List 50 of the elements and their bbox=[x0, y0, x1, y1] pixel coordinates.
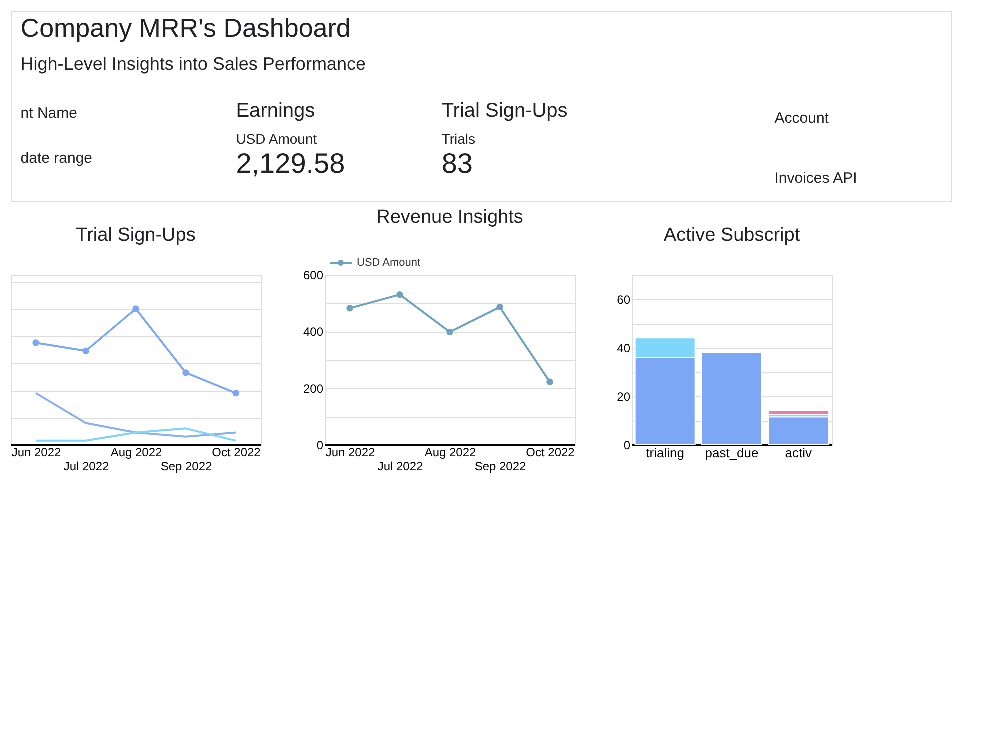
point bbox=[546, 378, 554, 386]
y-tick-label: 20 bbox=[617, 390, 631, 404]
x-tick-label: Jul 2022 bbox=[378, 460, 424, 474]
text: 83 bbox=[442, 148, 473, 179]
x-tick-label: Aug 2022 bbox=[110, 446, 163, 460]
text: USD Amount bbox=[236, 131, 318, 147]
x-tick-label: Sep 2022 bbox=[474, 460, 527, 474]
x-tick-label: Jun 2022 bbox=[12, 446, 62, 460]
chart-title: Active Subscript bbox=[664, 225, 801, 246]
chart-title: Revenue Insights bbox=[376, 207, 524, 228]
y-tick-label: 60 bbox=[617, 292, 631, 307]
point bbox=[446, 328, 454, 336]
text: date range bbox=[20, 150, 93, 167]
x-tick-label: past_due bbox=[705, 446, 759, 460]
text: High-Level Insights into Sales Performance bbox=[20, 54, 366, 74]
y-tick-label: 0 bbox=[316, 438, 324, 452]
y-tick-label: 40 bbox=[617, 341, 631, 356]
point bbox=[32, 340, 40, 346]
x-tick-label: Jun 2022 bbox=[326, 446, 376, 460]
y-tick-label: 600 bbox=[303, 268, 324, 282]
point bbox=[82, 348, 90, 355]
y-tick-label: 200 bbox=[303, 382, 324, 396]
bar bbox=[768, 410, 830, 416]
x-tick-label: Aug 2022 bbox=[424, 446, 477, 460]
text: Trials bbox=[442, 131, 476, 147]
text: Company MRR's Dashboard bbox=[20, 13, 351, 43]
text: Invoices API bbox=[774, 170, 858, 187]
x-tick-label: Jul 2022 bbox=[64, 460, 110, 474]
x-tick-label: Oct 2022 bbox=[212, 446, 262, 460]
point bbox=[182, 370, 190, 376]
point bbox=[132, 306, 140, 312]
point bbox=[396, 291, 404, 298]
x-tick-label: trialing bbox=[646, 446, 684, 460]
y-tick-label: 0 bbox=[624, 438, 631, 452]
text: Account bbox=[774, 110, 830, 127]
text: Trial Sign-Ups bbox=[442, 100, 568, 122]
x-tick-label: Sep 2022 bbox=[160, 460, 213, 474]
text: nt Name bbox=[20, 105, 78, 122]
x-tick-label: Oct 2022 bbox=[526, 446, 576, 460]
text: 2,129.58 bbox=[236, 148, 346, 179]
point bbox=[346, 305, 354, 312]
y-tick-label: 400 bbox=[303, 325, 324, 340]
bar bbox=[768, 416, 830, 446]
point bbox=[496, 304, 504, 311]
chart-title: Trial Sign-Ups bbox=[76, 225, 196, 246]
bar bbox=[702, 352, 762, 446]
x-tick-label: activ bbox=[785, 446, 813, 460]
text: Earnings bbox=[236, 100, 316, 122]
point bbox=[232, 390, 240, 397]
legend-label: USD Amount bbox=[357, 257, 421, 269]
